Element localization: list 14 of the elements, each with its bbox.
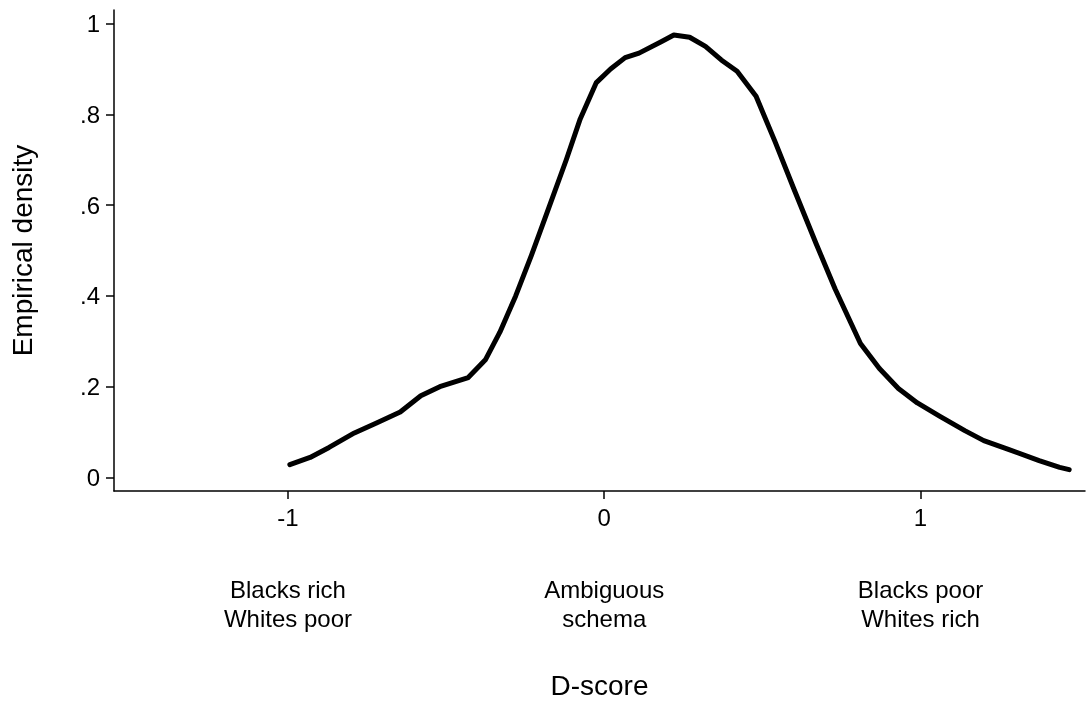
x-axis-title: D-score — [550, 669, 649, 701]
y-tick-label: 0 — [86, 463, 100, 491]
y-tick-label: .6 — [79, 191, 100, 219]
y-tick-label: .8 — [79, 100, 100, 128]
y-tick-label: 1 — [86, 10, 100, 38]
text: Blacks rich Whites poor — [223, 576, 352, 632]
x-tick-label: -1 — [277, 503, 299, 531]
y-axis-title: Empirical density — [6, 144, 38, 357]
text: Ambiguous schema — [544, 576, 665, 632]
y-tick-label: .4 — [79, 282, 100, 310]
text: Blacks poor Whites rich — [857, 576, 984, 632]
x-tick-label: 0 — [597, 503, 611, 531]
x-tick-label: 1 — [913, 503, 928, 531]
y-tick-label: .2 — [79, 373, 100, 401]
